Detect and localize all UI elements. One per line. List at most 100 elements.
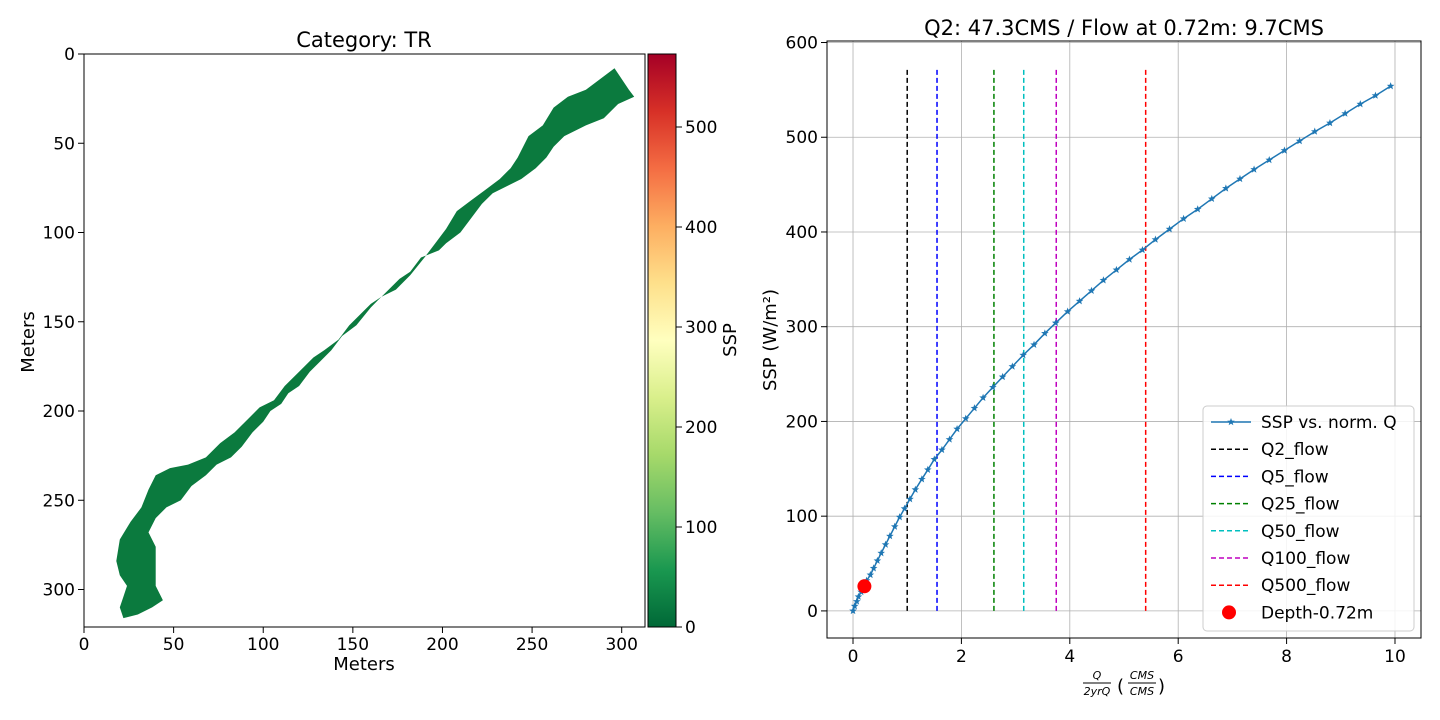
legend-label: Q500_flow (1261, 576, 1350, 596)
ssp-curve-point (1208, 194, 1216, 203)
legend: SSP vs. norm. Q Q2_flow Q5_flow Q25_flow Q50… (1202, 405, 1415, 632)
ssp-curve-point (1051, 318, 1060, 327)
legend-label: Q50_flow (1261, 522, 1340, 542)
ssp-curve-point (918, 475, 926, 483)
ssp-curve-point (979, 393, 987, 401)
ssp-curve-point (1075, 297, 1084, 305)
left-xtick-label: 300 (605, 635, 637, 655)
right-panel: Q2: 47.3CMS / Flow at 0.72m: 9.7CMS 0 2 4 6… (760, 16, 1422, 698)
left-ytick-label: 200 (43, 402, 75, 422)
legend-label: Depth-0.72m (1261, 603, 1373, 623)
right-title: Q2: 47.3CMS / Flow at 0.72m: 9.7CMS (924, 16, 1324, 40)
ssp-curve-point (890, 522, 899, 530)
ssp-curve-point (1356, 100, 1365, 108)
ssp-curve-point (1295, 137, 1304, 145)
ssp-curve-point (877, 549, 885, 557)
ssp-curve (849, 82, 1395, 615)
right-ytick-label: 300 (786, 318, 818, 338)
legend-label: SSP vs. norm. Q (1261, 413, 1397, 433)
colorbar-tick-label: 500 (685, 118, 717, 138)
ssp-curve-point (1151, 235, 1160, 243)
ssp-curve-point (895, 513, 904, 521)
ssp-curve-point (1341, 109, 1349, 117)
ssp-curve-point (854, 592, 863, 600)
left-x-axis: 0 50 100 150 200 250 300 (79, 627, 638, 655)
svg-text:CMS: CMS (1130, 685, 1154, 698)
colorbar-tick-label: 400 (685, 218, 717, 238)
ssp-curve-point (849, 606, 857, 615)
ssp-curve-point (1063, 307, 1072, 315)
svg-text:): ) (1158, 676, 1165, 697)
legend-label: Q25_flow (1261, 495, 1340, 515)
ssp-curve-point (869, 564, 878, 572)
ssp-curve-point (866, 570, 875, 579)
left-panel: Category: TR 0 50 100 150 200 250 300 0 50 100 15… (18, 28, 741, 675)
colorbar-tick-label: 300 (685, 318, 717, 338)
right-xtick-label: 2 (956, 647, 967, 667)
ssp-curve-point (1112, 265, 1121, 274)
left-xtick-label: 100 (247, 635, 279, 655)
ssp-curve-point (906, 495, 914, 503)
colorbar-label: SSP (720, 323, 741, 357)
right-ytick-label: 400 (786, 223, 818, 243)
ssp-curve-point (970, 404, 979, 412)
ssp-curve-point (1386, 82, 1395, 90)
ssp-curve-point (911, 485, 920, 493)
right-ytick-label: 600 (786, 34, 818, 54)
left-ytick-label: 300 (43, 581, 75, 601)
svg-text:CMS: CMS (1130, 669, 1154, 682)
left-ytick-label: 0 (64, 45, 75, 65)
right-xtick-label: 8 (1281, 647, 1292, 667)
ssp-curve-point (900, 504, 909, 512)
right-ytick-label: 0 (807, 602, 818, 622)
ssp-curve-point (1165, 225, 1174, 233)
ssp-curve-point (953, 425, 961, 433)
flow-lines (906, 68, 1147, 611)
ssp-curve-point (1326, 119, 1334, 127)
right-xtick-label: 10 (1384, 647, 1406, 667)
ssp-curve-point (886, 532, 894, 540)
colorbar-tick-label: 100 (685, 518, 717, 538)
ssp-curve-point (1125, 255, 1134, 263)
ssp-curve-point (1019, 351, 1027, 359)
ssp-curve-point (881, 540, 890, 548)
svg-text:(: ( (1117, 676, 1124, 697)
right-ytick-label: 200 (786, 412, 818, 432)
colorbar-axis: 0 100 200 300 400 500 (676, 118, 717, 638)
left-ytick-label: 100 (43, 224, 75, 244)
left-xtick-label: 150 (337, 635, 369, 655)
ssp-curve-point (989, 383, 997, 391)
ssp-curve-point (1236, 174, 1244, 183)
right-xtick-label: 6 (1173, 647, 1184, 667)
left-ylabel: Meters (18, 311, 39, 373)
depth-point (857, 579, 872, 594)
ssp-curve-point (1280, 146, 1289, 154)
ssp-curve-point (850, 602, 859, 610)
ssp-curve-line (852, 85, 1391, 612)
ssp-curve-point (1030, 340, 1038, 348)
left-title: Category: TR (296, 28, 432, 52)
ssp-curve-point (853, 597, 861, 605)
ssp-curve-point (961, 414, 970, 422)
ssp-curve-point (1179, 214, 1188, 222)
ssp-curve-point (998, 372, 1007, 381)
colorbar-tick-label: 0 (685, 618, 696, 638)
right-y-axis: 0 100 200 300 400 500 600 (786, 34, 827, 622)
ssp-curve-point (1138, 245, 1147, 254)
right-ylabel: SSP (W/m²) (760, 289, 781, 391)
right-ytick-label: 100 (786, 507, 818, 527)
svg-text:Q: Q (1093, 669, 1102, 682)
depth-marker (857, 579, 872, 594)
ssp-curve-point (1371, 91, 1380, 99)
right-ytick-label: 500 (786, 128, 818, 148)
ssp-curve-point (1310, 127, 1319, 135)
colorbar (647, 53, 677, 628)
left-xtick-label: 250 (516, 635, 548, 655)
ssp-curve-point (1087, 286, 1096, 294)
ssp-curve-point (924, 465, 932, 473)
ssp-curve-point (1041, 329, 1049, 337)
svg-text:2yrQ: 2yrQ (1084, 685, 1111, 698)
legend-label: Q5_flow (1261, 467, 1329, 487)
ssp-curve-point (1193, 205, 1202, 213)
